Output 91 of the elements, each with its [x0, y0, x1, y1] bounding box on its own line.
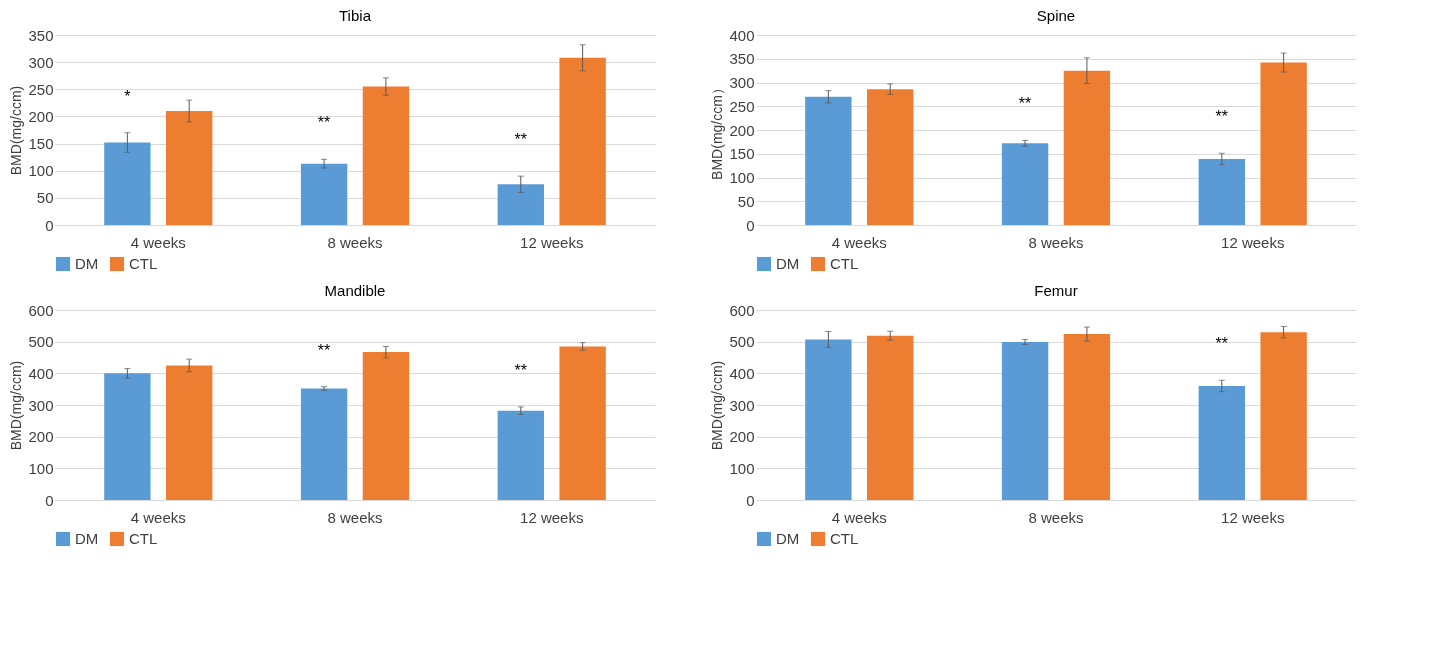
y-tick-label: 100: [729, 169, 755, 186]
bar: [497, 410, 544, 500]
y-tick-label: 200: [729, 121, 755, 139]
y-tick-label: 50: [36, 189, 54, 207]
y-tick-label: 600: [729, 301, 755, 319]
y-tick-label: 150: [28, 135, 54, 153]
bar: [1063, 334, 1111, 500]
annotation: **: [1018, 95, 1032, 113]
y-tick-label: 0: [45, 216, 54, 234]
annotation: **: [317, 341, 331, 359]
y-tick-label: 250: [28, 80, 54, 98]
bar: [867, 89, 914, 225]
bar: [300, 163, 348, 225]
bar: [805, 339, 852, 500]
bar: [1260, 332, 1307, 500]
bar: [497, 184, 544, 225]
y-tick-label: 350: [729, 50, 755, 68]
bar: [166, 111, 213, 225]
legend-label: DM: [776, 255, 800, 272]
y-tick-label: 200: [28, 107, 54, 125]
legend-label: DM: [776, 530, 800, 547]
annotation: **: [317, 114, 331, 132]
x-tick-label: 8 weeks: [327, 508, 383, 526]
bar: [559, 57, 606, 225]
legend-label: CTL: [830, 530, 859, 547]
y-axis-title: BMD(mg/ccm): [709, 360, 726, 451]
x-tick-label: 4 weeks: [831, 233, 887, 251]
x-tick-label: 12 weeks: [1221, 508, 1285, 526]
y-tick-label: 350: [28, 26, 54, 44]
y-tick-label: 150: [729, 145, 755, 163]
annotation: **: [514, 361, 528, 379]
bar: [805, 96, 852, 225]
y-tick-label: 300: [28, 396, 54, 414]
bar: [559, 346, 606, 500]
y-tick-label: 500: [729, 333, 755, 351]
y-tick-label: 600: [28, 301, 54, 319]
annotation: **: [1215, 335, 1229, 353]
bar: [104, 142, 151, 225]
bar: [867, 335, 914, 500]
x-tick-label: 4 weeks: [130, 233, 186, 251]
bar: [1260, 62, 1307, 225]
y-tick-label: 0: [746, 491, 755, 509]
bar: [362, 352, 410, 500]
bar: [166, 365, 213, 500]
y-tick-label: 300: [729, 74, 755, 91]
y-tick-label: 50: [737, 192, 755, 210]
x-tick-label: 12 weeks: [520, 233, 584, 251]
bar: [1198, 158, 1245, 225]
y-tick-label: 400: [729, 364, 755, 382]
bar: [1001, 341, 1049, 500]
legend-label: DM: [75, 255, 99, 272]
y-tick-label: 400: [729, 26, 755, 44]
chart-title: Mandible: [324, 282, 386, 299]
y-tick-label: 250: [729, 97, 755, 115]
x-tick-label: 8 weeks: [327, 233, 383, 251]
legend-label: CTL: [129, 255, 158, 272]
y-tick-label: 300: [28, 53, 54, 71]
y-tick-label: 300: [729, 396, 755, 414]
x-tick-label: 4 weeks: [831, 508, 887, 526]
legend-label: DM: [75, 530, 99, 547]
legend-label: CTL: [129, 530, 158, 547]
x-tick-label: 8 weeks: [1028, 233, 1084, 251]
annotation: **: [1215, 108, 1229, 126]
bar: [1063, 70, 1111, 225]
bar: [362, 86, 410, 225]
y-axis-title: BMD(mg/ccm): [8, 85, 25, 176]
y-tick-label: 100: [729, 459, 755, 477]
y-tick-label: 400: [28, 364, 54, 382]
chart-title: Femur: [1034, 282, 1078, 299]
x-tick-label: 4 weeks: [130, 508, 186, 526]
y-tick-label: 100: [28, 459, 54, 477]
bar: [1001, 143, 1049, 225]
y-tick-label: 100: [28, 162, 54, 180]
y-tick-label: 0: [45, 491, 54, 509]
chart-title: Tibia: [339, 7, 372, 24]
x-tick-label: 12 weeks: [1221, 233, 1285, 251]
y-axis-title: BMD(mg/ccm）: [709, 81, 726, 180]
x-tick-label: 8 weeks: [1028, 508, 1084, 526]
bar: [1198, 386, 1245, 500]
y-tick-label: 200: [28, 428, 54, 446]
y-tick-label: 0: [746, 216, 755, 234]
annotation: *: [124, 87, 131, 105]
legend-label: CTL: [830, 255, 859, 272]
y-tick-label: 500: [28, 333, 54, 351]
bar: [300, 388, 348, 500]
x-tick-label: 12 weeks: [520, 508, 584, 526]
y-axis-title: BMD(mg/ccm): [8, 360, 25, 451]
bar: [104, 373, 151, 500]
annotation: **: [514, 131, 528, 149]
chart-title: Spine: [1036, 7, 1076, 24]
y-tick-label: 200: [729, 428, 755, 446]
